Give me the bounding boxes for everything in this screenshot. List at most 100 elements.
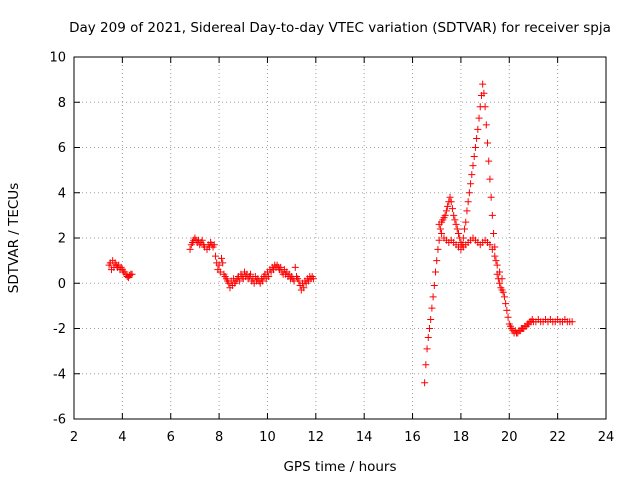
data-point: [502, 300, 510, 308]
x-tick-label: 20: [501, 430, 518, 445]
series-segment-2: [186, 234, 317, 294]
x-tick-label: 16: [404, 430, 421, 445]
x-tick-label: 18: [453, 430, 470, 445]
data-point: [474, 125, 482, 133]
x-tick-label: 4: [118, 430, 126, 445]
data-point: [427, 315, 435, 323]
data-point: [247, 270, 255, 278]
data-point: [453, 225, 461, 233]
data-point: [498, 275, 506, 283]
y-tick-label: 4: [58, 186, 66, 201]
data-point: [461, 225, 469, 233]
data-point: [463, 207, 471, 215]
data-point: [441, 211, 449, 219]
data-point: [295, 277, 303, 285]
data-point: [470, 153, 478, 161]
data-point: [468, 171, 476, 179]
data-point: [496, 268, 504, 276]
data-point: [428, 304, 436, 312]
data-point: [215, 261, 223, 269]
data-point: [219, 259, 227, 267]
data-point: [484, 139, 492, 147]
data-point: [432, 268, 440, 276]
grid-layer: [74, 57, 606, 419]
data-point: [568, 318, 576, 326]
data-point: [499, 288, 507, 296]
x-tick-label: 12: [308, 430, 325, 445]
data-point: [444, 202, 452, 210]
y-tick-label: -2: [53, 322, 66, 337]
data-point: [236, 277, 244, 285]
data-point: [309, 275, 317, 283]
data-point: [442, 207, 450, 215]
y-tick-label: 0: [58, 277, 66, 292]
data-point: [435, 220, 443, 228]
series-segment-3: [421, 80, 576, 387]
data-point: [490, 229, 498, 237]
data-point: [429, 293, 437, 301]
data-point: [446, 193, 454, 201]
y-tick-label: 6: [58, 141, 66, 156]
data-point: [128, 270, 136, 278]
data-point: [433, 257, 441, 265]
data-point-layer: [105, 80, 576, 387]
series-segment-3-lower-branch: [435, 220, 506, 283]
data-point: [485, 157, 493, 165]
data-point: [300, 284, 308, 292]
data-point: [259, 277, 267, 285]
data-point: [210, 241, 218, 249]
data-point: [480, 89, 488, 97]
data-point: [448, 205, 456, 213]
data-point: [473, 134, 481, 142]
data-point: [482, 121, 490, 129]
data-point: [434, 245, 442, 253]
data-point: [216, 268, 224, 276]
data-point: [459, 234, 467, 242]
y-tick-label: 8: [58, 96, 66, 111]
data-point: [467, 180, 475, 188]
data-point: [277, 263, 285, 271]
data-point: [422, 361, 430, 369]
data-point: [450, 211, 458, 219]
data-point: [425, 325, 433, 332]
data-point: [493, 261, 501, 269]
x-tick-label: 8: [215, 430, 223, 445]
data-point: [469, 162, 477, 170]
data-point: [504, 313, 512, 321]
data-point: [487, 193, 495, 201]
x-axis-label: GPS time / hours: [283, 459, 396, 475]
data-point: [488, 211, 496, 219]
data-point: [471, 144, 479, 151]
data-point: [421, 379, 429, 387]
data-point: [500, 293, 508, 301]
data-point: [438, 229, 446, 237]
data-point: [447, 198, 455, 206]
y-tick-label: -4: [53, 367, 66, 382]
chart-title: Day 209 of 2021, Sidereal Day-to-day VTE…: [69, 20, 611, 36]
data-point: [435, 236, 443, 244]
data-point: [424, 334, 432, 342]
data-point: [198, 236, 206, 244]
data-point: [462, 218, 470, 226]
data-point: [186, 245, 194, 253]
y-axis-label: SDTVAR / TECUs: [6, 183, 22, 293]
data-point: [454, 229, 462, 237]
data-point: [488, 245, 496, 253]
data-point: [465, 189, 473, 197]
data-point: [479, 80, 487, 88]
data-point: [503, 306, 511, 314]
data-point: [430, 282, 438, 290]
y-tick-label: 2: [58, 232, 66, 247]
data-point: [218, 254, 226, 262]
x-tick-label: 10: [259, 430, 276, 445]
data-point: [492, 257, 500, 265]
x-tick-label: 2: [70, 430, 78, 445]
data-point: [265, 272, 273, 280]
data-point: [452, 220, 460, 228]
x-tick-label: 24: [598, 430, 615, 445]
data-point: [475, 114, 483, 122]
y-tick-label: 10: [49, 51, 66, 66]
data-point: [436, 225, 444, 233]
